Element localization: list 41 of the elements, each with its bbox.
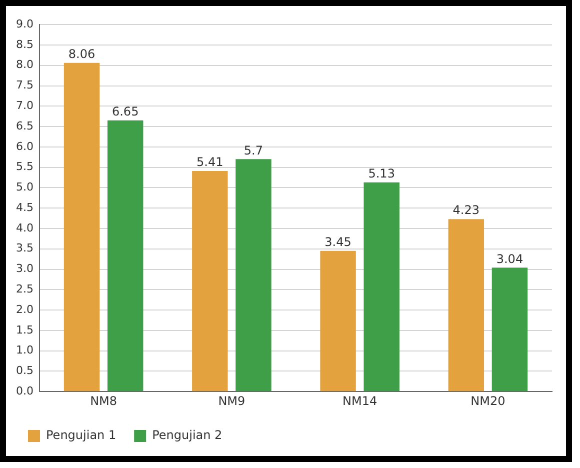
data-label: 4.23: [452, 203, 480, 218]
bar: [192, 170, 228, 392]
y-tick-label: 7.0: [16, 99, 34, 112]
y-tick-label: 2.0: [16, 302, 34, 316]
x-tick-label: NM8: [90, 394, 118, 408]
y-tick-label: 5.5: [16, 160, 34, 174]
y-tick-label: 1.0: [16, 344, 34, 357]
bar: [236, 159, 272, 392]
y-tick-label: 8.0: [16, 58, 34, 72]
y-tick-label: 6.0: [16, 140, 34, 153]
bar: [64, 62, 100, 392]
y-tick-label: 3.5: [16, 242, 34, 255]
y-tick-label: 6.5: [16, 119, 34, 132]
y-tick-label: 2.5: [16, 282, 34, 296]
data-label: 5.13: [368, 166, 395, 181]
bar: [320, 250, 356, 392]
bar: [492, 268, 528, 392]
y-tick-label: 1.5: [16, 323, 34, 336]
y-tick-label: 0.0: [16, 384, 34, 398]
data-label: 5.41: [196, 155, 224, 170]
y-tick-label: 5.0: [16, 180, 34, 194]
y-tick-label: 4.5: [16, 200, 34, 214]
data-label: 5.7: [244, 143, 264, 158]
y-tick-label: 7.5: [16, 78, 34, 92]
data-label: 3.45: [324, 235, 352, 250]
y-tick-label: 3.0: [16, 262, 34, 276]
y-tick-label: 4.0: [16, 221, 34, 234]
x-tick-label: NM14: [342, 394, 378, 408]
legend-label: Pengujian 1: [46, 428, 116, 442]
y-tick-label: 8.5: [16, 38, 34, 51]
legend-label: Pengujian 2: [152, 428, 222, 442]
bar: [107, 120, 144, 392]
data-label: 8.06: [68, 47, 96, 62]
data-label: 3.04: [496, 252, 524, 266]
y-tick-label: 0.5: [16, 364, 34, 378]
bar: [448, 219, 484, 392]
x-tick-label: NM9: [218, 394, 246, 408]
bar: [364, 182, 400, 392]
y-tick-label: 9.0: [16, 17, 34, 30]
x-tick-label: NM20: [470, 394, 506, 408]
data-label: 6.65: [112, 104, 139, 119]
